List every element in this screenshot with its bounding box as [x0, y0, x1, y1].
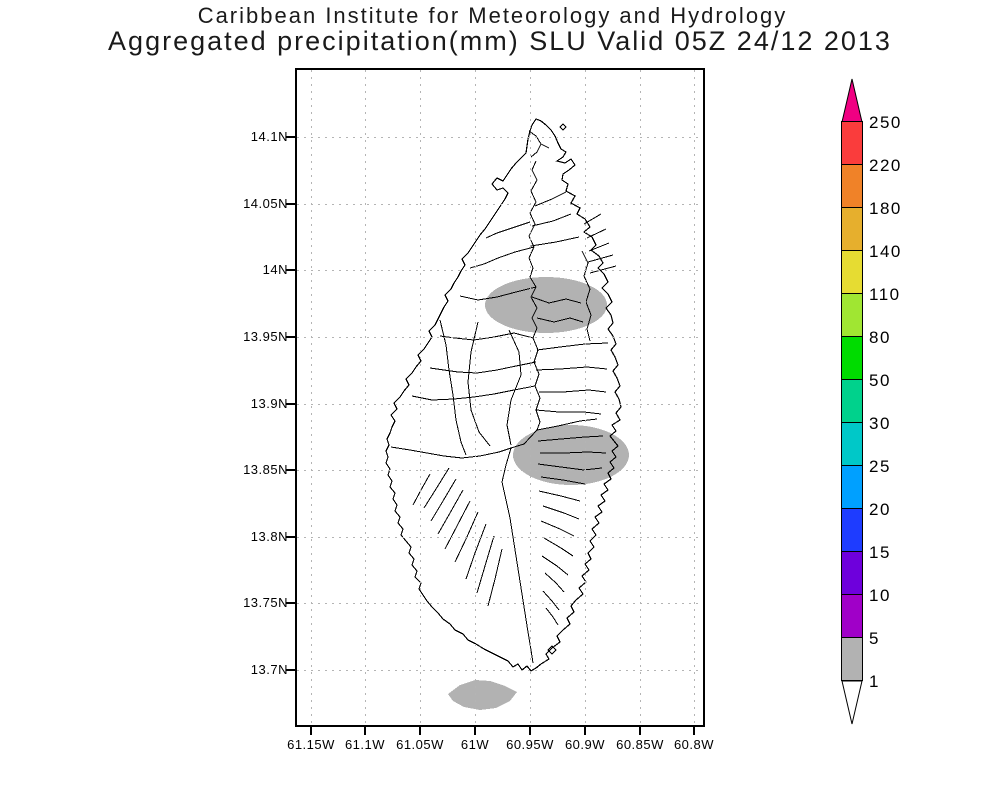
colorbar-level-label: 180 [869, 199, 902, 218]
x-axis-tick [584, 727, 586, 735]
colorbar-level-label: 5 [869, 629, 880, 648]
colorbar-level-label: 10 [869, 586, 891, 605]
colorbar-arrow-below-min [841, 680, 863, 725]
x-axis-label: 61W [460, 737, 490, 752]
x-axis-tick [419, 727, 421, 735]
colorbar-segment [841, 465, 863, 509]
colorbar-level-label: 1 [869, 672, 880, 691]
title-organization: Caribbean Institute for Meteorology and … [197, 3, 788, 28]
colorbar-level-label: 30 [869, 414, 891, 433]
x-axis-tick [310, 727, 312, 735]
colorbar-segment [841, 164, 863, 208]
y-axis-tick [286, 469, 295, 471]
grid-line-horizontal [297, 204, 703, 205]
map-plot-frame [295, 68, 705, 727]
grid-line-horizontal [297, 137, 703, 138]
grid-line-horizontal [297, 670, 703, 671]
grid-line-vertical [640, 70, 641, 725]
x-axis-label: 61.1W [344, 737, 386, 752]
colorbar-level-label: 80 [869, 328, 891, 347]
colorbar-segment [841, 594, 863, 638]
y-axis-label: 13.8N [250, 529, 288, 544]
x-axis-label: 61.15W [287, 737, 335, 752]
y-axis-tick [286, 269, 295, 271]
grid-line-vertical [585, 70, 586, 725]
grid-line-horizontal [297, 270, 703, 271]
colorbar-segment [841, 293, 863, 337]
grid-line-vertical [694, 70, 695, 725]
x-axis-label: 61.05W [396, 737, 444, 752]
grid-line-horizontal [297, 404, 703, 405]
y-axis-tick [286, 136, 295, 138]
grid-line-vertical [420, 70, 421, 725]
x-axis-label: 60.8W [673, 737, 715, 752]
colorbar-segment [841, 207, 863, 251]
x-axis-tick [693, 727, 695, 735]
colorbar-segment [841, 508, 863, 552]
colorbar-level-label: 110 [869, 285, 901, 304]
grid-line-horizontal [297, 470, 703, 471]
colorbar-segment [841, 379, 863, 423]
colorbar-segment [841, 121, 863, 165]
colorbar-level-label: 220 [869, 156, 902, 175]
grid-line-vertical [475, 70, 476, 725]
y-axis-tick [286, 669, 295, 671]
colorbar-segment [841, 250, 863, 294]
grid-line-vertical [530, 70, 531, 725]
y-axis-label: 13.85N [243, 462, 288, 477]
grid-line-horizontal [297, 537, 703, 538]
colorbar-level-label: 50 [869, 371, 891, 390]
x-axis-tick [364, 727, 366, 735]
colorbar-segment [841, 551, 863, 595]
grid-line-vertical [311, 70, 312, 725]
grid-line-vertical [365, 70, 366, 725]
x-axis-tick [639, 727, 641, 735]
y-axis-label: 13.7N [250, 662, 288, 677]
y-axis-label: 14.05N [243, 196, 288, 211]
y-axis-label: 13.9N [250, 396, 288, 411]
y-axis-tick [286, 403, 295, 405]
grid-line-horizontal [297, 603, 703, 604]
y-axis-tick [286, 536, 295, 538]
colorbar-level-label: 20 [869, 500, 891, 519]
x-axis-label: 60.95W [506, 737, 554, 752]
colorbar-level-label: 25 [869, 457, 891, 476]
x-axis-tick [474, 727, 476, 735]
colorbar-segment [841, 336, 863, 380]
colorbar-arrow-above-max [841, 78, 863, 123]
title-product: Aggregated precipitation(mm) SLU Valid 0… [108, 26, 892, 56]
x-axis-label: 60.9W [564, 737, 606, 752]
colorbar-level-label: 15 [869, 543, 891, 562]
y-axis-label: 14N [262, 262, 288, 277]
x-axis-tick [529, 727, 531, 735]
grid-line-horizontal [297, 337, 703, 338]
colorbar-level-label: 250 [869, 113, 902, 132]
y-axis-tick [286, 336, 295, 338]
colorbar-level-label: 140 [869, 242, 902, 261]
y-axis-label: 13.95N [243, 329, 288, 344]
colorbar-segment [841, 637, 863, 681]
x-axis-label: 60.85W [616, 737, 664, 752]
colorbar-segment [841, 422, 863, 466]
y-axis-label: 13.75N [243, 595, 288, 610]
y-axis-label: 14.1N [250, 129, 288, 144]
y-axis-tick [286, 203, 295, 205]
y-axis-tick [286, 602, 295, 604]
